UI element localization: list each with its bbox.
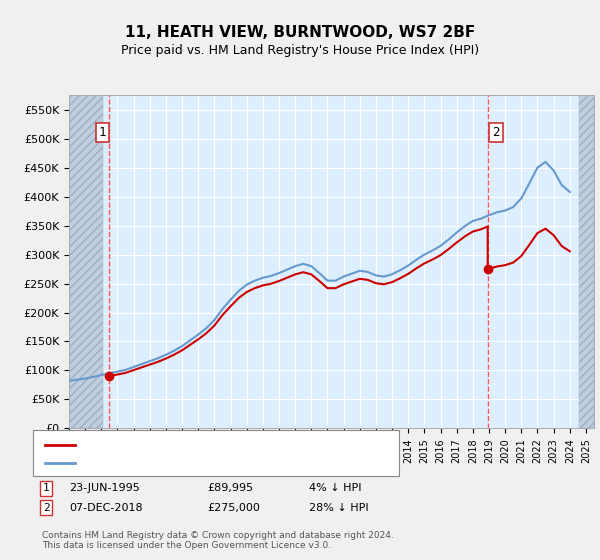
Text: 07-DEC-2018: 07-DEC-2018 (69, 503, 143, 513)
Text: HPI: Average price, detached house, Lichfield: HPI: Average price, detached house, Lich… (81, 458, 318, 468)
Text: 1: 1 (98, 127, 106, 139)
Text: 23-JUN-1995: 23-JUN-1995 (69, 483, 140, 493)
Text: £89,995: £89,995 (207, 483, 253, 493)
Bar (579, 95, 594, 428)
Text: 1: 1 (43, 483, 50, 493)
Text: 28% ↓ HPI: 28% ↓ HPI (309, 503, 368, 513)
Text: 4% ↓ HPI: 4% ↓ HPI (309, 483, 361, 493)
Text: Price paid vs. HM Land Registry's House Price Index (HPI): Price paid vs. HM Land Registry's House … (121, 44, 479, 57)
Text: 11, HEATH VIEW, BURNTWOOD, WS7 2BF (detached house): 11, HEATH VIEW, BURNTWOOD, WS7 2BF (deta… (81, 440, 391, 450)
Text: 11, HEATH VIEW, BURNTWOOD, WS7 2BF: 11, HEATH VIEW, BURNTWOOD, WS7 2BF (125, 25, 475, 40)
Text: 2: 2 (492, 127, 500, 139)
Text: 2: 2 (43, 503, 50, 513)
Text: £275,000: £275,000 (207, 503, 260, 513)
Text: Contains HM Land Registry data © Crown copyright and database right 2024.
This d: Contains HM Land Registry data © Crown c… (42, 531, 394, 550)
Bar (69, 95, 103, 428)
